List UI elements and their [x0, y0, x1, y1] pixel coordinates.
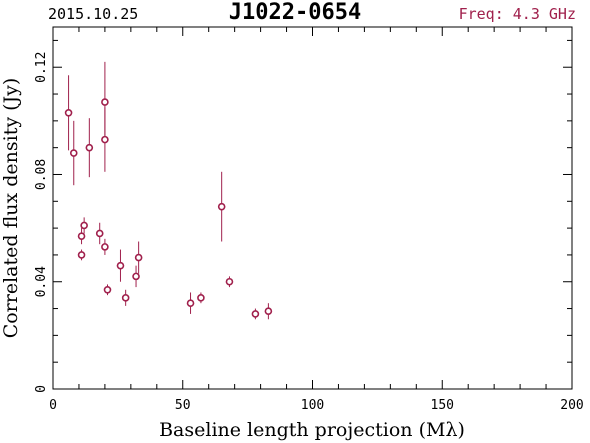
- axis-ticks: 0 50 100 150 200 0 0.04 0.08 0.12: [34, 27, 584, 413]
- data-point: [103, 285, 112, 294]
- x-tick-label: 100: [301, 398, 324, 413]
- x-tick-label: 0: [49, 398, 57, 413]
- data-point: [69, 149, 78, 157]
- y-tick-label: 0.12: [34, 52, 49, 83]
- y-tick-label: 0.08: [34, 159, 49, 190]
- data-point: [264, 307, 273, 316]
- y-axis-title: Correlated flux density (Jy): [0, 78, 22, 339]
- data-point: [64, 109, 73, 117]
- x-tick-label: 50: [175, 398, 191, 413]
- data-point: [80, 221, 88, 230]
- data-point: [101, 98, 109, 106]
- y-tick-label: 0: [34, 385, 49, 393]
- data-point: [116, 261, 125, 270]
- data-point: [186, 299, 195, 307]
- plot-frame: [52, 26, 573, 390]
- data-point: [121, 294, 130, 302]
- x-tick-label: 200: [560, 398, 583, 413]
- data-point: [251, 310, 260, 318]
- data-point: [101, 243, 109, 251]
- x-axis-title: Baseline length projection (Mλ): [159, 419, 465, 441]
- data-point: [197, 294, 205, 302]
- data-point: [134, 253, 143, 262]
- y-tick-label: 0.04: [34, 266, 49, 297]
- data-point: [132, 272, 140, 281]
- data-point: [85, 143, 94, 152]
- data-point: [101, 135, 109, 144]
- x-tick-label: 150: [431, 398, 454, 413]
- data-point: [217, 202, 226, 211]
- data-points: [64, 61, 273, 320]
- data-point: [95, 229, 104, 238]
- date-label: 2015.10.25: [48, 5, 139, 23]
- data-point: [77, 232, 86, 240]
- data-point: [225, 277, 234, 286]
- frequency-label: Freq: 4.3 GHz: [458, 5, 576, 23]
- data-point: [77, 251, 86, 259]
